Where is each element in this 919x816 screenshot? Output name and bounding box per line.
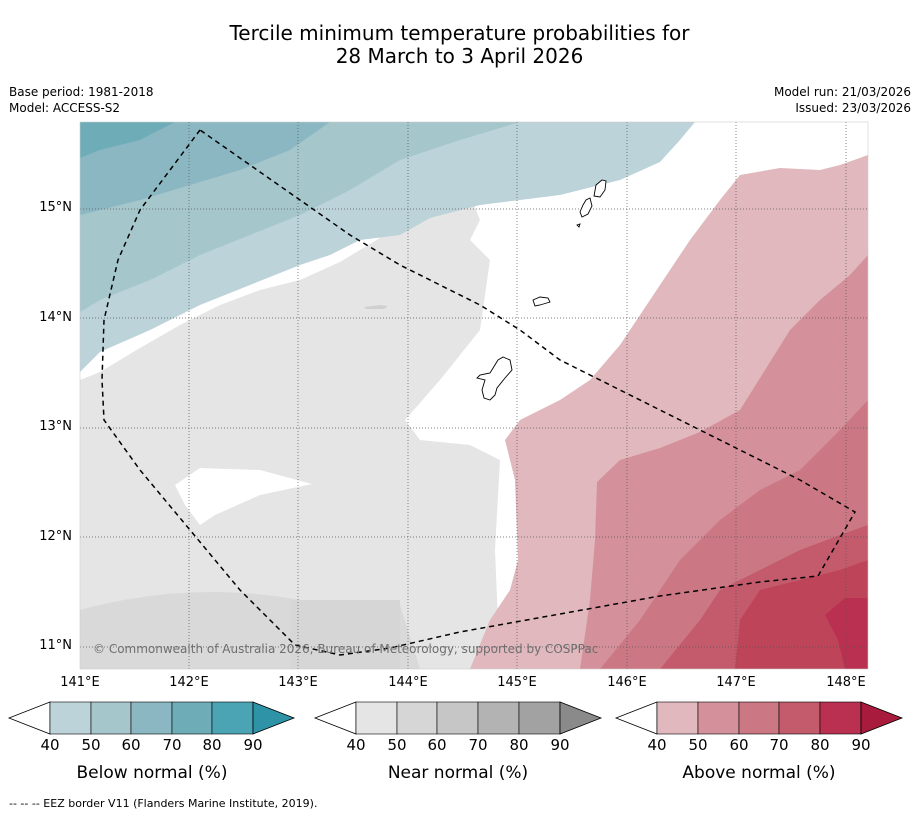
cb-below-title: Below normal (%) [76,763,228,783]
model-run: Model run: 21/03/2026 [773,85,911,99]
lon-label-141e: 141°E [60,675,100,690]
probability-fields [80,122,868,669]
map-frame [79,121,869,670]
base-period: Base period: 1981-2018 [9,85,154,99]
model-name: Model: ACCESS-S2 [9,101,121,115]
guam-island [476,356,513,401]
cb-below-tick: 40 [40,736,60,754]
lon-label-143e: 143°E [278,675,318,690]
graticule [80,122,868,669]
lon-label-146e: 146°E [607,675,647,690]
cb-above-title: Above normal (%) [682,763,836,783]
lat-label-11n: 11°N [39,638,72,653]
meta-left: Base period: 1981-2018 Model: ACCESS-S2 [9,84,154,116]
title-line-1: Tercile minimum temperature probabilitie… [229,21,690,45]
copyright-notice: © Commonwealth of Australia 2026, Bureau… [93,642,599,656]
cb-above-tick: 90 [851,736,871,754]
lat-label-14n: 14°N [39,310,72,325]
cb-near-title: Near normal (%) [387,763,529,783]
cb-above-tick: 50 [688,736,708,754]
colorbar-near [313,701,603,735]
no-dominant-patch [175,468,312,525]
cb-above-tick: 80 [810,736,830,754]
above-normal-75 [735,560,868,669]
colorbar-above [614,701,904,735]
lon-label-144e: 144°E [388,675,428,690]
colorbar-below [7,701,296,735]
eez-footnote: -- -- -- EEZ border V11 (Flanders Marine… [9,797,318,810]
no-dominant-strip [80,235,380,380]
lon-label-148e: 148°E [826,675,866,690]
cb-below-tick: 90 [243,736,263,754]
rota-island [532,296,551,307]
below-normal-70 [80,122,175,158]
cb-near-tick: 70 [468,736,488,754]
saipan-island [593,179,607,198]
cb-above-tick: 40 [647,736,667,754]
lon-label-147e: 147°E [716,675,756,690]
near-normal-50-patch-south [80,592,420,669]
lat-label-13n: 13°N [39,419,72,434]
cb-near-tick: 80 [509,736,529,754]
cb-below-tick: 70 [162,736,182,754]
issued-date: Issued: 23/03/2026 [795,101,911,115]
cb-near-tick: 90 [550,736,570,754]
above-normal-80 [825,598,868,669]
eez-border [101,128,857,656]
islands [364,179,607,401]
below-normal-60 [80,122,330,215]
lon-label-145e: 145°E [497,675,537,690]
lon-label-142e: 142°E [169,675,209,690]
cb-below-tick: 60 [121,736,141,754]
cb-near-tick: 60 [427,736,447,754]
cb-near-tick: 50 [387,736,407,754]
cb-above-tick: 70 [769,736,789,754]
meta-right: Model run: 21/03/2026 Issued: 23/03/2026 [774,84,911,116]
cb-above-tick: 60 [729,736,749,754]
lat-label-15n: 15°N [39,200,72,215]
aguijan-island [576,223,581,228]
chart-title: Tercile minimum temperature probabilitie… [0,22,919,68]
shoal-patch [364,305,388,309]
cb-below-tick: 50 [81,736,101,754]
cb-below-tick: 80 [202,736,222,754]
lat-label-12n: 12°N [39,529,72,544]
cb-near-tick: 40 [346,736,366,754]
title-line-2: 28 March to 3 April 2026 [335,44,584,68]
tinian-island [579,197,593,218]
